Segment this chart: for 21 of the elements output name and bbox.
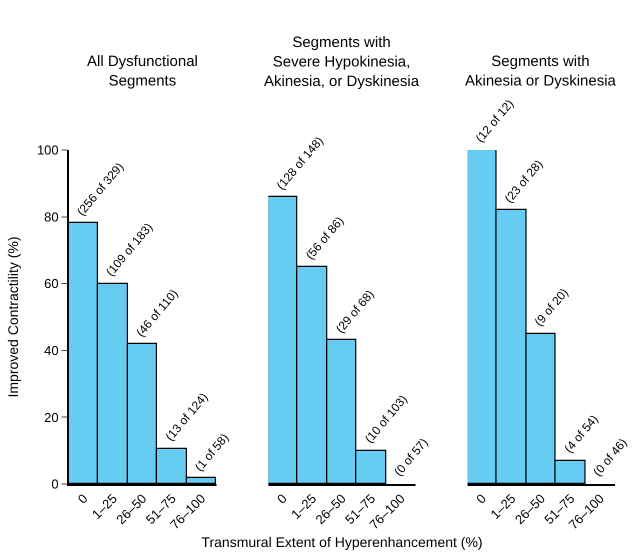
data-label: (12 of 12)	[472, 96, 516, 146]
y-tick-label: 0	[51, 476, 59, 492]
data-label: (29 of 68)	[332, 287, 377, 336]
y-tick-label: 20	[44, 410, 59, 425]
x-tick-label: 0	[274, 490, 290, 507]
data-label: (0 of 57)	[391, 435, 431, 479]
y-tick-label: 40	[44, 342, 59, 358]
y-tick-label: 80	[44, 209, 59, 224]
data-label: (9 of 20)	[532, 286, 572, 329]
data-label: (56 of 86)	[302, 214, 347, 262]
chart-title: All Dysfunctional Segments	[87, 53, 198, 90]
chart-title: Segments with Akinesia or Dyskinesia	[465, 53, 617, 90]
x-tick-label: 0	[74, 490, 90, 507]
data-label: (23 of 28)	[502, 157, 546, 206]
y-tick-label: 60	[44, 276, 59, 292]
y-tick-label: 100	[36, 142, 59, 158]
y-axis-title: Improved Contractility (%)	[5, 236, 22, 398]
x-axis-title: Transmural Extent of Hyperenhancement (%)	[201, 534, 483, 550]
x-tick-label: 0	[473, 490, 490, 507]
data-label: (1 of 58)	[192, 430, 232, 474]
chart-title: Segments with Severe Hypokinesia, Akinesia, or Dyskinesia	[264, 34, 420, 90]
